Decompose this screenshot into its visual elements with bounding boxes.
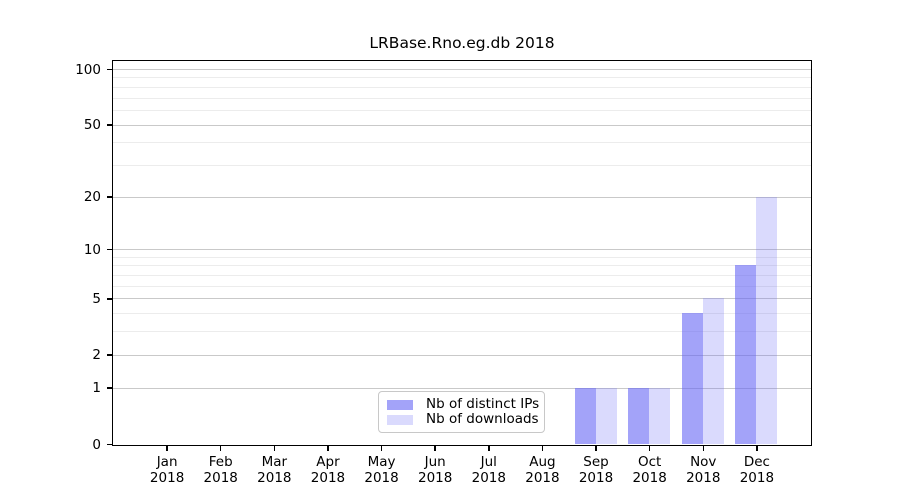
y-tick-label: 10 [83,241,101,258]
x-tick-label-aug: Aug 2018 [525,453,560,487]
x-tick-label-dec: Dec 2018 [739,453,775,487]
bar-sep-downloads [595,387,617,444]
x-tick-mark [702,446,705,451]
minor-gridline [113,86,811,88]
x-tick-label-feb: Feb 2018 [203,453,238,487]
minor-gridline [113,275,811,277]
minor-gridline [113,285,811,287]
x-tick-label-may: May 2018 [364,453,399,487]
x-tick-mark [219,446,222,451]
bar-nov-downloads [702,298,724,444]
y-tick-mark [107,298,112,300]
minor-gridline [113,256,811,258]
bar-oct-downloads [649,387,671,444]
minor-gridline [113,97,811,99]
y-tick-label: 5 [92,290,101,307]
x-tick-mark [756,446,758,451]
major-gridline [113,124,811,126]
x-tick-label-mar: Mar 2018 [257,453,292,487]
bar-oct-ips [628,387,650,444]
chart-title: LRBase.Rno.eg.db 2018 [369,34,555,52]
x-tick-label-nov: Nov 2018 [686,453,721,487]
x-tick-label-apr: Apr 2018 [310,453,346,487]
legend-swatch-distinct-ips [387,399,413,410]
y-tick-mark [107,387,112,389]
y-tick-label: 0 [92,436,101,453]
x-tick-label-jan: Jan 2018 [149,453,185,487]
y-tick-mark [107,124,112,126]
bar-nov-ips [681,313,703,444]
x-tick-mark [488,446,490,451]
x-tick-label-jul: Jul 2018 [471,453,506,487]
x-tick-mark [166,446,168,451]
major-gridline [113,387,811,389]
bar-sep-ips [574,387,596,444]
legend-swatch-downloads [387,414,413,425]
major-gridline [113,298,811,300]
x-tick-mark [648,446,651,451]
y-tick-mark [107,68,112,71]
legend-label-downloads: Nb of downloads [426,411,539,427]
x-tick-label-sep: Sep 2018 [578,453,614,487]
minor-gridline [113,313,811,315]
x-tick-label-jun: Jun 2018 [418,453,453,487]
minor-gridline [113,265,811,267]
y-tick-label: 50 [83,117,101,134]
legend-item-downloads: Nb of downloads [387,411,539,427]
minor-gridline [113,77,811,79]
bar-dec-ips [735,265,757,444]
x-tick-mark [380,446,383,451]
y-tick-mark [107,354,112,356]
x-tick-mark [327,446,329,451]
major-gridline [113,354,811,356]
major-gridline [113,249,811,251]
y-tick-label: 20 [83,189,101,206]
major-gridline [113,69,811,71]
bar-dec-downloads [756,196,778,444]
minor-gridline [113,142,811,144]
x-tick-mark [434,446,436,451]
minor-gridline [113,164,811,166]
legend: Nb of distinct IPs Nb of downloads [378,391,545,433]
minor-gridline [113,331,811,333]
legend-label-distinct-ips: Nb of distinct IPs [426,396,540,412]
x-tick-mark [595,446,597,451]
y-tick-label: 2 [92,347,101,364]
y-tick-label: 1 [92,380,101,397]
x-tick-label-oct: Oct 2018 [632,453,667,487]
y-tick-mark [107,248,112,251]
minor-gridline [113,109,811,111]
x-tick-mark [273,446,276,451]
plot-area [112,60,812,446]
major-gridline [113,196,811,198]
y-tick-mark [107,443,112,446]
y-tick-mark [107,196,112,198]
legend-item-distinct-ips: Nb of distinct IPs [387,396,540,412]
x-tick-mark [541,446,544,451]
y-tick-label: 100 [75,61,101,78]
